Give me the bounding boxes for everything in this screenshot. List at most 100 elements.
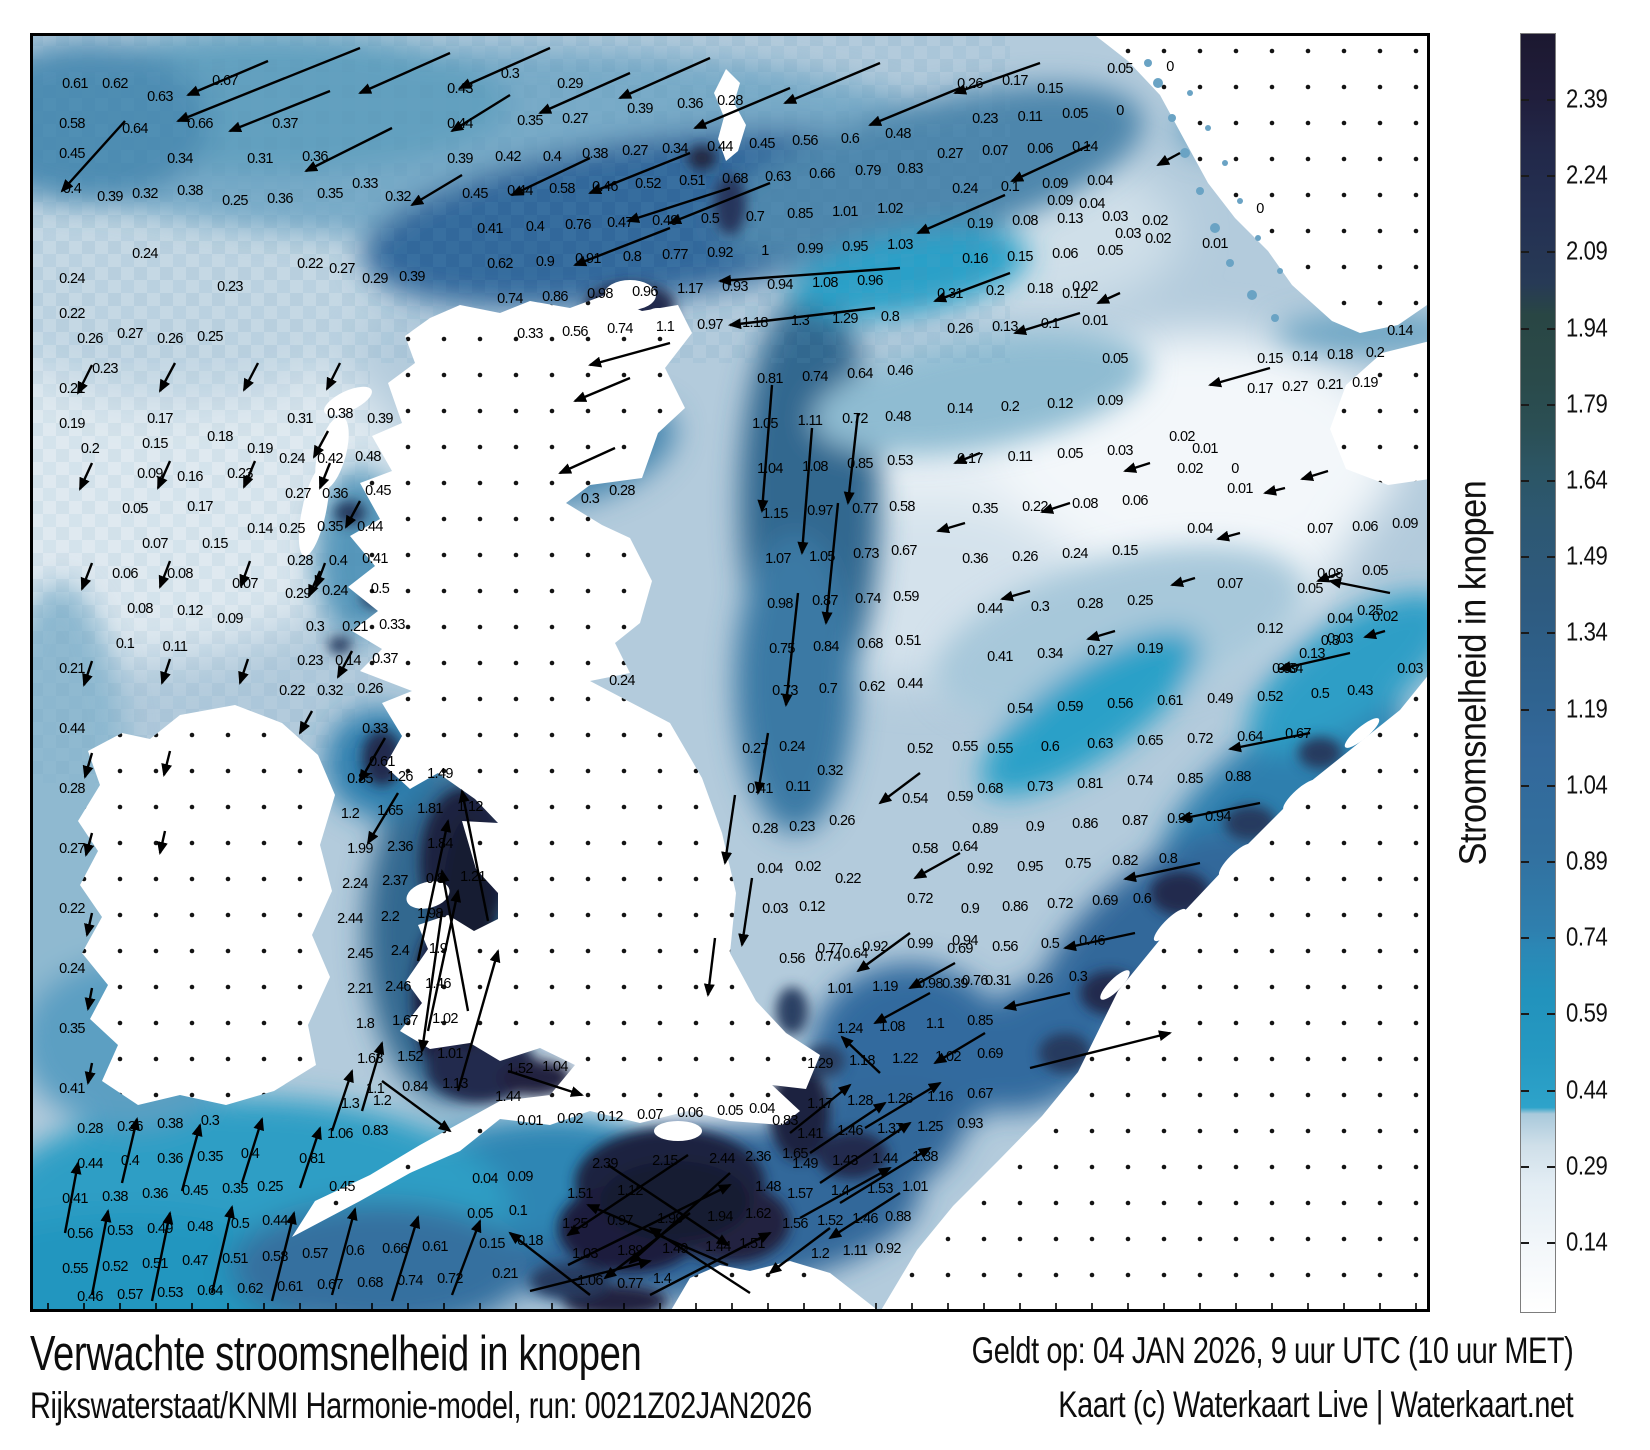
speed-value: 0.67 — [967, 1086, 993, 1102]
speed-value: 1.46 — [852, 1211, 878, 1227]
current-arrow — [410, 173, 463, 207]
speed-value: 0.06 — [677, 1105, 703, 1121]
speed-value: 0.66 — [382, 1241, 408, 1257]
current-arrow — [325, 362, 342, 391]
speed-value: 0.07 — [982, 143, 1008, 159]
speed-value: 0.59 — [893, 589, 919, 605]
speed-value: 0.73 — [772, 683, 798, 699]
speed-value: 0.18 — [517, 1233, 543, 1249]
current-arrow — [1316, 571, 1341, 583]
speed-value: 0.46 — [592, 179, 618, 195]
current-arrow — [1278, 651, 1351, 672]
current-arrow — [1013, 311, 1081, 336]
valid-time-label: Geldt op: 04 JAN 2026, 9 uur UTC (10 uur… — [971, 1330, 1573, 1371]
speed-value: 1.03 — [572, 1246, 598, 1262]
current-arrow — [789, 1083, 852, 1134]
speed-value: 2.37 — [382, 873, 408, 889]
speed-value: 0.36 — [322, 486, 348, 502]
colorbar-tick — [1521, 1165, 1529, 1168]
speed-value: 0.53 — [157, 1285, 183, 1301]
speed-value: 0.27 — [329, 261, 355, 277]
speed-value: 0.36 — [302, 149, 328, 165]
speed-value: 0.23 — [227, 466, 253, 482]
speed-value: 0.84 — [402, 1079, 428, 1095]
speed-value: 1.17 — [677, 281, 703, 297]
speed-value: 0.09 — [1392, 516, 1418, 532]
current-arrow — [1010, 143, 1091, 183]
speed-value: 0.95 — [1167, 811, 1193, 827]
colorbar-tick — [1547, 251, 1555, 254]
colorbar-tick — [1521, 1089, 1529, 1092]
speed-value: 0.35 — [317, 186, 343, 202]
colorbar-tick-label: 1.34 — [1566, 616, 1608, 647]
speed-value: 0.09 — [217, 611, 243, 627]
speed-value: 0.27 — [622, 143, 648, 159]
current-arrow — [120, 1117, 140, 1184]
speed-value: 0.06 — [1352, 519, 1378, 535]
current-arrow — [312, 430, 330, 459]
speed-value: 0.44 — [897, 676, 923, 692]
current-arrow — [908, 961, 956, 990]
speed-value: 0.35 — [317, 519, 343, 535]
speed-value: 0.24 — [779, 739, 805, 755]
speed-value: 0.14 — [1292, 349, 1318, 365]
speed-value: 0.03 — [1397, 661, 1423, 677]
speed-value: 0.62 — [102, 76, 128, 92]
speed-value: 0.82 — [1112, 853, 1138, 869]
current-arrow — [82, 660, 94, 687]
colorbar-tick — [1521, 632, 1529, 635]
speed-value: 0.12 — [1062, 286, 1088, 302]
current-arrow — [508, 1231, 591, 1296]
colorbar-tick — [1521, 860, 1529, 863]
speed-value: 0.21 — [59, 661, 85, 677]
speed-value: 0.58 — [262, 1249, 288, 1265]
current-arrow — [161, 750, 173, 777]
speed-value: 0.25 — [279, 521, 305, 537]
current-arrow — [156, 460, 172, 490]
speed-value: 0.74 — [815, 949, 841, 965]
speed-value: 0.24 — [132, 246, 158, 262]
speed-value: 0.44 — [262, 1213, 288, 1229]
colorbar-tick-label: 1.19 — [1566, 693, 1608, 724]
speed-value: 0.51 — [142, 1256, 168, 1272]
current-arrow — [768, 1227, 831, 1275]
speed-value: 0.26 — [1012, 549, 1038, 565]
speed-value: 0.63 — [147, 89, 173, 105]
current-arrow — [160, 658, 172, 685]
speed-value: 0.18 — [207, 429, 233, 445]
speed-value: 0.14 — [335, 653, 361, 669]
speed-value: 0.58 — [59, 116, 85, 132]
speed-value: 0.09 — [1047, 193, 1073, 209]
colorbar-tick-label: 2.09 — [1566, 235, 1608, 266]
speed-value: 0.86 — [542, 289, 568, 305]
speed-value: 0.75 — [1065, 856, 1091, 872]
colorbar-tick-label: 1.94 — [1566, 312, 1608, 343]
current-arrow — [1123, 461, 1151, 473]
speed-value: 0.34 — [167, 151, 193, 167]
speed-value: 1.56 — [782, 1216, 808, 1232]
speed-value: 0.87 — [812, 593, 838, 609]
speed-value: 0.6 — [1133, 891, 1152, 907]
speed-value: 1.06 — [577, 1273, 603, 1289]
speed-value: 0.84 — [813, 639, 839, 655]
speed-value: 0.36 — [117, 1119, 143, 1135]
speed-value: 1.37 — [877, 1121, 903, 1137]
current-arrow — [573, 376, 631, 403]
speed-value: 0.32 — [817, 763, 843, 779]
speed-value: 2.36 — [745, 1149, 771, 1165]
speed-value: 0.72 — [907, 891, 933, 907]
speed-value: 0.64 — [122, 121, 148, 137]
current-arrow — [304, 126, 393, 173]
speed-value: 0.04 — [1087, 173, 1113, 189]
map-canvas: 0.61 0.620.630.670.58 0.64 0.66 0.370.45 0.34… — [30, 33, 1430, 1312]
speed-value: 0.03 — [1327, 631, 1353, 647]
speed-value: 0.47 — [607, 215, 633, 231]
speed-value: 0.44 — [977, 601, 1003, 617]
current-arrow — [1363, 628, 1386, 640]
speed-value: 0.11 — [163, 639, 188, 655]
speed-value: 0.97 — [607, 1213, 633, 1229]
map-border — [30, 33, 1430, 1312]
speed-value: 0.17 — [147, 411, 173, 427]
speed-value: 0.72 — [1047, 896, 1073, 912]
